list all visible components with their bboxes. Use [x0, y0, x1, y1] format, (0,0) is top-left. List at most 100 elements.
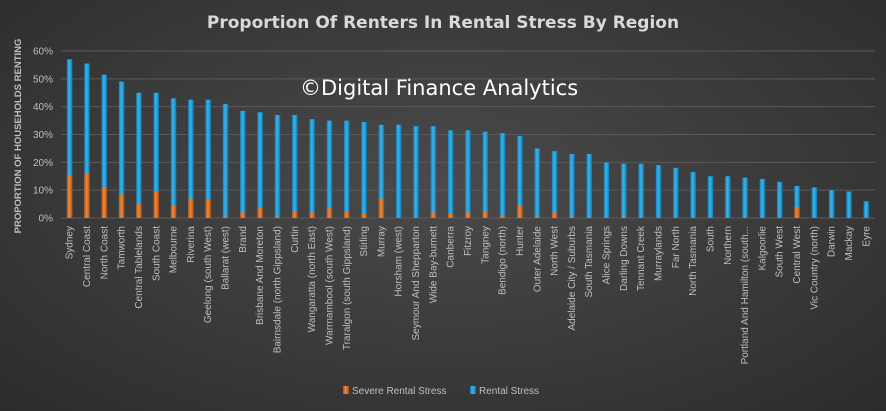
bar-rental-stress	[465, 130, 471, 218]
bar-rental-stress	[447, 130, 454, 218]
bar-severe-rental-stress	[136, 204, 142, 218]
x-tick-label: Central West	[792, 226, 803, 284]
bar-rental-stress	[655, 165, 662, 218]
bar-rental-stress	[395, 124, 402, 218]
bar-rental-stress	[482, 131, 489, 218]
bar-severe-rental-stress	[222, 216, 229, 218]
bar-rental-stress	[707, 176, 714, 218]
x-tick-label: Far North	[671, 226, 682, 268]
bar-rental-stress	[776, 181, 783, 218]
bar-rental-stress	[205, 99, 211, 218]
bar-severe-rental-stress	[551, 212, 558, 218]
x-tick-label: Melbourne	[169, 226, 180, 274]
x-tick-label: South Coast	[151, 226, 162, 281]
legend-label: Rental Stress	[479, 386, 539, 397]
x-tick-label: Brand	[238, 226, 249, 253]
bar-severe-rental-stress	[309, 212, 315, 218]
bar-severe-rental-stress	[499, 215, 506, 218]
bar-severe-rental-stress	[188, 198, 194, 218]
x-tick-label: Alice Springs	[602, 226, 613, 284]
bar-severe-rental-stress	[292, 211, 298, 218]
bar-severe-rental-stress	[621, 216, 627, 218]
bar-severe-rental-stress	[101, 187, 108, 218]
x-tick-label: Horsham (west)	[394, 226, 405, 297]
bar-rental-stress	[828, 190, 835, 218]
x-tick-label: Fitzroy	[463, 226, 474, 256]
bar-rental-stress	[742, 177, 748, 218]
bar-rental-stress	[551, 151, 558, 218]
x-tick-label: Central Coast	[82, 226, 93, 287]
bar-severe-rental-stress	[84, 173, 90, 218]
bar-rental-stress	[499, 133, 506, 218]
bar-rental-stress	[621, 163, 627, 218]
x-tick-label: Outer Adelaide	[532, 226, 543, 293]
bar-rental-stress	[413, 126, 419, 218]
x-tick-label: Stirling	[359, 226, 370, 257]
x-tick-label: Central Tablelands	[134, 226, 145, 309]
bar-rental-stress	[170, 98, 177, 218]
bar-rental-stress	[690, 172, 696, 218]
bar-rental-stress	[326, 120, 333, 218]
bar-rental-stress	[846, 191, 852, 218]
bar-rental-stress	[811, 187, 818, 218]
x-tick-label: Vic Country (north)	[809, 226, 820, 310]
y-tick-label: 30%	[33, 130, 53, 141]
bar-rental-stress	[725, 176, 731, 218]
x-tick-label: Curtin	[290, 226, 301, 253]
bar-severe-rental-stress	[153, 191, 160, 218]
bar-rental-stress	[84, 63, 90, 219]
x-tick-label: Bendigo (north)	[498, 226, 509, 295]
x-tick-label: Tamworth	[117, 226, 128, 269]
bar-rental-stress	[863, 201, 870, 218]
x-tick-label: Warrnambool (south West)	[324, 226, 335, 345]
bar-rental-stress	[673, 167, 679, 218]
x-tick-label: Tennant Creek	[636, 225, 647, 291]
bar-rental-stress	[153, 92, 160, 218]
y-tick-label: 10%	[33, 186, 53, 197]
x-tick-label: Northern	[723, 226, 734, 265]
bar-severe-rental-stress	[378, 198, 385, 218]
bar-rental-stress	[240, 110, 246, 218]
bar-rental-stress	[292, 115, 298, 218]
x-tick-label: Geelong (south West)	[203, 226, 214, 323]
bar-rental-stress	[569, 153, 575, 218]
x-tick-label: Riverina	[186, 226, 197, 263]
bar-rental-stress	[430, 126, 437, 218]
bar-severe-rental-stress	[517, 205, 523, 218]
bar-rental-stress	[603, 162, 610, 218]
x-tick-label: Darling Downs	[619, 226, 630, 291]
y-tick-label: 60%	[33, 47, 53, 58]
x-tick-label: Eyre	[861, 226, 872, 247]
bar-severe-rental-stress	[326, 208, 333, 218]
bar-severe-rental-stress	[482, 211, 489, 218]
y-axis-label: PROPORTION OF HOUSEHOLDS RENTING	[13, 39, 24, 234]
bar-rental-stress	[274, 115, 281, 218]
x-tick-label: Adelaide City / Suburbs	[567, 226, 578, 331]
x-tick-label: South West	[775, 226, 786, 278]
bar-rental-stress	[101, 74, 108, 219]
x-tick-label: North Coast	[99, 226, 110, 280]
x-tick-label: North Tasmania	[688, 226, 699, 296]
bar-rental-stress	[309, 119, 315, 218]
bar-rental-stress	[361, 121, 367, 218]
bar-rental-stress	[257, 112, 263, 218]
bar-severe-rental-stress	[361, 213, 367, 218]
bar-rental-stress	[343, 120, 350, 218]
y-tick-label: 40%	[33, 102, 53, 113]
bar-severe-rental-stress	[205, 199, 211, 218]
bar-severe-rental-stress	[447, 213, 454, 218]
bar-severe-rental-stress	[118, 194, 125, 218]
bar-rental-stress	[222, 103, 229, 218]
x-tick-label: Seymour And Shepparton	[411, 226, 422, 341]
legend-swatch	[343, 386, 349, 394]
bar-severe-rental-stress	[534, 216, 541, 218]
bar-rental-stress	[586, 153, 593, 218]
x-tick-label: South	[705, 226, 716, 252]
x-tick-label: Brisbane And Moreton	[255, 226, 266, 325]
bar-severe-rental-stress	[274, 216, 281, 218]
bar-severe-rental-stress	[170, 205, 177, 218]
x-tick-label: North West	[550, 226, 561, 276]
x-tick-label: Portland And Hamilton (south...	[740, 226, 751, 364]
x-tick-label: Tangney	[480, 226, 491, 264]
